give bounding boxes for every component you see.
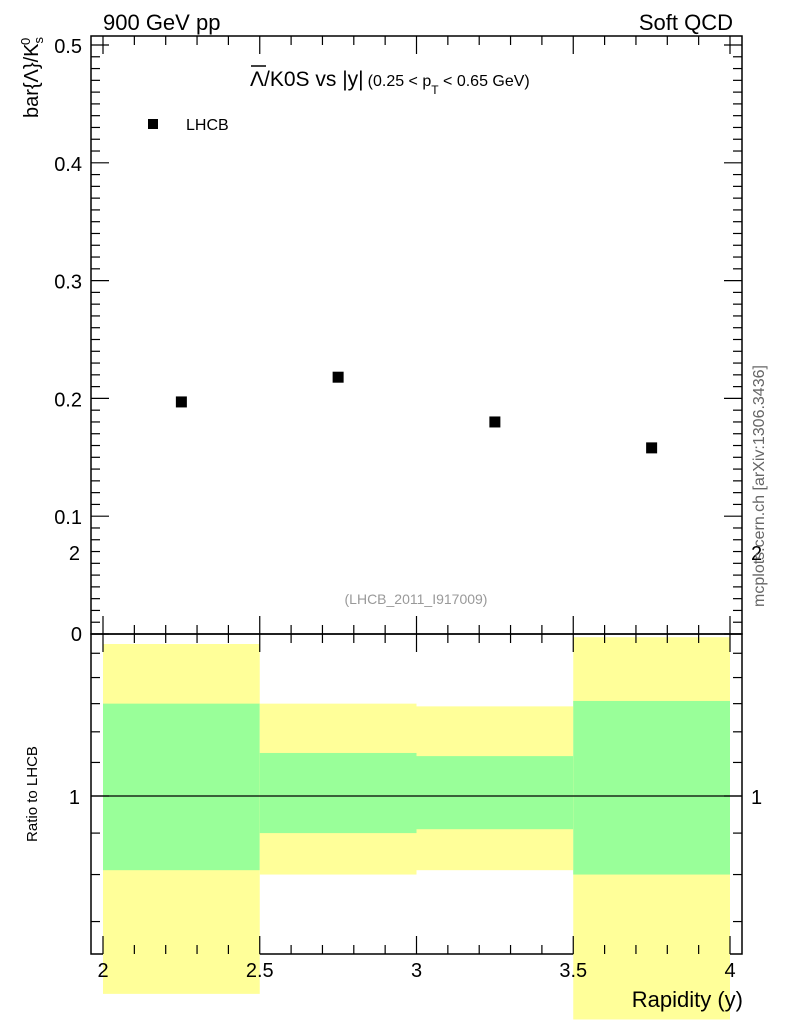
header-right-label: Soft QCD bbox=[639, 10, 733, 35]
x-tick-label: 3.5 bbox=[559, 960, 587, 982]
main-y-axis-label-text: bar{Λ}/K bbox=[21, 43, 43, 118]
main-y-tick-label: 0.3 bbox=[54, 272, 82, 294]
ratio-band-green bbox=[259, 752, 417, 834]
main-axis-ticks: 0.1 0.2 0.3 0.4 0.5 0 bbox=[54, 36, 742, 646]
side-label: mcplots.cern.ch [arXiv:1306.3436] bbox=[751, 365, 768, 607]
plot-title-pt-suffix: < 0.65 GeV) bbox=[439, 73, 530, 90]
main-y-tick-label: 0.1 bbox=[54, 507, 82, 529]
x-tick-label: 4 bbox=[724, 960, 735, 982]
main-y-tick-label: 0.5 bbox=[54, 36, 82, 58]
data-points bbox=[175, 371, 658, 454]
plot-title-pt-sub: T bbox=[431, 83, 439, 97]
main-y-axis-label: bar{Λ}/Ks0 bbox=[18, 37, 46, 119]
ratio-bands bbox=[103, 637, 730, 1020]
legend-marker bbox=[148, 119, 158, 129]
data-point bbox=[646, 442, 658, 454]
ratio-y-tick-label-right: 2 bbox=[751, 543, 762, 565]
ratio-y-tick-label: 2 bbox=[69, 543, 80, 565]
plot-title-rest: /K0S vs |y| bbox=[264, 68, 364, 91]
plot-title-overbar-char: Λ bbox=[250, 68, 264, 91]
data-point bbox=[175, 396, 187, 408]
main-y-tick-label-zero: 0 bbox=[71, 624, 82, 646]
x-tick-label: 2 bbox=[97, 960, 108, 982]
ratio-y-tick-label: 1 bbox=[69, 787, 80, 809]
legend-label: LHCB bbox=[186, 117, 229, 134]
ratio-y-axis-label: Ratio to LHCB bbox=[24, 746, 41, 842]
header-left-label: 900 GeV pp bbox=[103, 10, 220, 35]
analysis-tag: (LHCB_2011_I917009) bbox=[345, 591, 488, 607]
data-point bbox=[332, 371, 344, 383]
ratio-y-tick-label-right: 1 bbox=[751, 787, 762, 809]
x-tick-label: 2.5 bbox=[246, 960, 274, 982]
main-y-axis-label-sub: s bbox=[31, 37, 46, 44]
ratio-band-green bbox=[416, 756, 574, 830]
plot-title-pt-prefix: (0.25 < p bbox=[368, 73, 432, 90]
ratio-band-green bbox=[103, 703, 260, 871]
ratio-band-green bbox=[573, 700, 730, 875]
data-point bbox=[489, 416, 501, 428]
main-y-axis-label-sup: 0 bbox=[18, 38, 33, 45]
ratio-axis-ticks: 0.50.5112222.533.54 bbox=[69, 543, 762, 982]
main-y-tick-label: 0.4 bbox=[54, 154, 82, 176]
x-tick-label: 3 bbox=[411, 960, 422, 982]
plot-title: Λ/K0S vs |y| (0.25 < pT < 0.65 GeV) bbox=[250, 68, 530, 97]
main-y-tick-label: 0.2 bbox=[54, 389, 82, 411]
x-axis-label: Rapidity (y) bbox=[632, 987, 743, 1012]
